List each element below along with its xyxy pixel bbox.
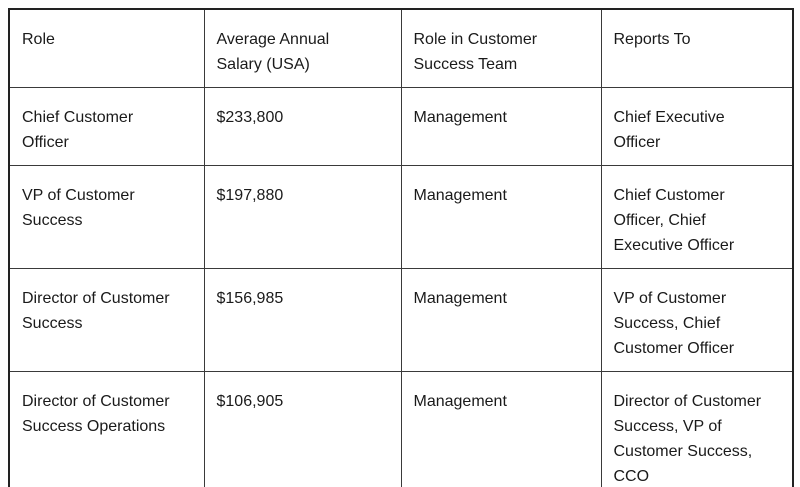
- cell-text: Director of Customer Success: [22, 290, 170, 332]
- table-cell-salary: $156,985: [203, 268, 402, 372]
- cell-text: $233,800: [216, 109, 284, 126]
- customer-success-salary-table: Role Average Annual Salary (USA) Role in…: [8, 8, 794, 487]
- column-header-role: Role: [8, 8, 205, 88]
- table-cell-role: Director of Customer Success Operations: [8, 371, 205, 487]
- table-cell-reports-to: Chief Executive Officer: [600, 87, 794, 166]
- cell-text: Management: [413, 187, 507, 204]
- table-row: VP of Customer Success $197,880 Manageme…: [8, 165, 794, 269]
- table-cell-team-role: Management: [400, 87, 602, 166]
- cell-text: Director of Customer Success, VP of Cust…: [613, 393, 762, 485]
- column-header-label: Role: [22, 31, 55, 48]
- cell-text: Chief Executive Officer: [613, 109, 725, 151]
- column-header-label: Reports To: [613, 31, 691, 48]
- column-header-label: Average Annual Salary (USA): [216, 31, 330, 73]
- column-header-average-annual-salary: Average Annual Salary (USA): [203, 8, 402, 88]
- table-cell-role: VP of Customer Success: [8, 165, 205, 269]
- cell-text: Chief Customer Officer: [22, 109, 134, 151]
- column-header-reports-to: Reports To: [600, 8, 794, 88]
- table-cell-salary: $106,905: [203, 371, 402, 487]
- table-row: Director of Customer Success $156,985 Ma…: [8, 268, 794, 372]
- cell-text: VP of Customer Success: [22, 187, 135, 229]
- cell-text: Chief Customer Officer, Chief Executive …: [613, 187, 735, 254]
- cell-text: VP of Customer Success, Chief Customer O…: [613, 290, 735, 357]
- table-cell-team-role: Management: [400, 165, 602, 269]
- table-cell-team-role: Management: [400, 268, 602, 372]
- cell-text: Director of Customer Success Operations: [22, 393, 170, 435]
- table-cell-salary: $197,880: [203, 165, 402, 269]
- table-cell-reports-to: VP of Customer Success, Chief Customer O…: [600, 268, 794, 372]
- table-cell-team-role: Management: [400, 371, 602, 487]
- table-row: Chief Customer Officer $233,800 Manageme…: [8, 87, 794, 166]
- column-header-label: Role in Customer Success Team: [413, 31, 538, 73]
- cell-text: $106,905: [216, 393, 284, 410]
- cell-text: $156,985: [216, 290, 284, 307]
- table-cell-role: Chief Customer Officer: [8, 87, 205, 166]
- cell-text: Management: [413, 393, 507, 410]
- cell-text: Management: [413, 290, 507, 307]
- cell-text: $197,880: [216, 187, 284, 204]
- table-cell-reports-to: Chief Customer Officer, Chief Executive …: [600, 165, 794, 269]
- table-cell-reports-to: Director of Customer Success, VP of Cust…: [600, 371, 794, 487]
- table-cell-salary: $233,800: [203, 87, 402, 166]
- header-row: Role Average Annual Salary (USA) Role in…: [8, 8, 794, 88]
- column-header-role-in-customer-success-team: Role in Customer Success Team: [400, 8, 602, 88]
- cell-text: Management: [413, 109, 507, 126]
- table-row: Director of Customer Success Operations …: [8, 371, 794, 487]
- table-cell-role: Director of Customer Success: [8, 268, 205, 372]
